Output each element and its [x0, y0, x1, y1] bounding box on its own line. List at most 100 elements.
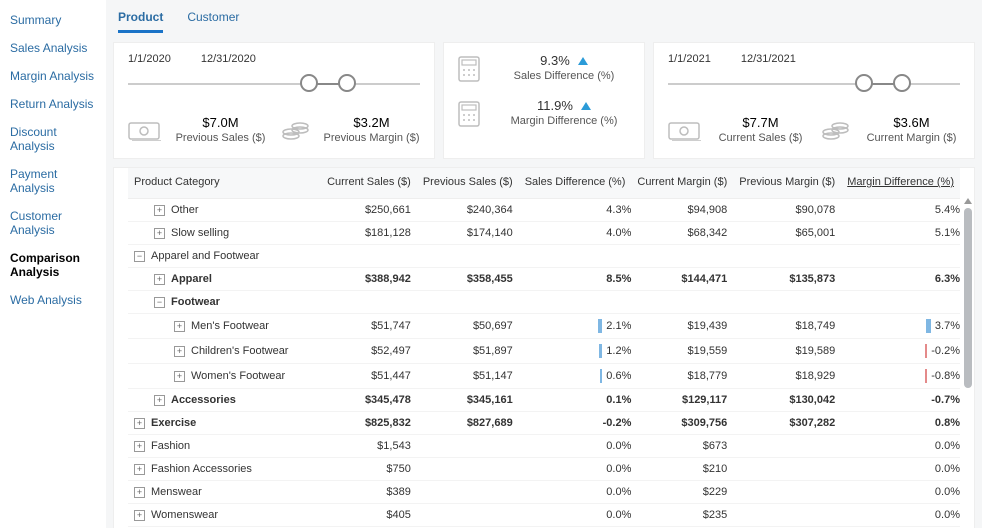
sidebar-item-sales-analysis[interactable]: Sales Analysis — [0, 34, 106, 62]
column-header[interactable]: Sales Difference (%) — [519, 168, 632, 199]
expand-icon[interactable]: + — [174, 346, 185, 357]
expand-icon[interactable]: + — [134, 487, 145, 498]
cell: $130,042 — [733, 389, 841, 412]
cell: 0.1% — [519, 389, 632, 412]
expand-icon[interactable]: + — [174, 321, 185, 332]
slider-handle-start[interactable] — [300, 74, 318, 92]
row-label: Slow selling — [171, 227, 229, 239]
row-label: Apparel and Footwear — [151, 250, 259, 262]
curr-end-date: 12/31/2021 — [741, 53, 796, 65]
table-row[interactable]: +Children's Footwear$52,497$51,8971.2%$1… — [128, 339, 960, 364]
table-row[interactable]: −Apparel and Footwear — [128, 245, 960, 268]
cell: 0.8% — [841, 412, 960, 435]
tab-customer[interactable]: Customer — [187, 6, 239, 33]
column-header[interactable]: Current Margin ($) — [631, 168, 733, 199]
row-label: Footwear — [171, 296, 220, 308]
cell: 4.3% — [519, 199, 632, 222]
table-row[interactable]: +Women's Footwear$51,447$51,1470.6%$18,7… — [128, 364, 960, 389]
slider-handle-end[interactable] — [338, 74, 356, 92]
table-scrollbar[interactable] — [962, 198, 972, 528]
expand-icon[interactable]: + — [174, 371, 185, 382]
sidebar-item-customer-analysis[interactable]: Customer Analysis — [0, 202, 106, 244]
table-row[interactable]: +Slow selling$181,128$174,1404.0%$68,342… — [128, 222, 960, 245]
scroll-thumb[interactable] — [964, 208, 972, 388]
tab-product[interactable]: Product — [118, 6, 163, 33]
mini-bar — [926, 319, 931, 333]
curr-date-slider[interactable] — [668, 71, 960, 97]
mini-bar — [598, 319, 602, 333]
cell: 2.1% — [519, 314, 632, 339]
table-row[interactable]: +Men's Footwear$51,747$50,6972.1%$19,439… — [128, 314, 960, 339]
expand-icon[interactable]: + — [134, 441, 145, 452]
table-row[interactable]: +Fashion Accessories$7500.0%$2100.0% — [128, 458, 960, 481]
main-panel: ProductCustomer 1/1/2020 12/31/2020 $7.0… — [106, 0, 982, 528]
cell — [417, 458, 519, 481]
row-label: Accessories — [171, 394, 236, 406]
cell — [519, 245, 632, 268]
cash-icon — [128, 118, 162, 142]
cell: $750 — [321, 458, 417, 481]
difference-value: 11.9% — [537, 98, 573, 113]
table-row[interactable]: +Womenswear$4050.0%$2350.0% — [128, 504, 960, 527]
collapse-icon[interactable]: − — [134, 251, 145, 262]
column-header[interactable]: Product Category — [128, 168, 321, 199]
expand-icon[interactable]: + — [134, 510, 145, 521]
expand-icon[interactable]: + — [154, 205, 165, 216]
column-header[interactable]: Previous Sales ($) — [417, 168, 519, 199]
table-row[interactable]: +Accessories$345,478$345,1610.1%$129,117… — [128, 389, 960, 412]
cell: $240,364 — [417, 199, 519, 222]
sidebar-item-margin-analysis[interactable]: Margin Analysis — [0, 62, 106, 90]
sidebar-item-comparison-analysis[interactable]: Comparison Analysis — [0, 244, 106, 286]
expand-icon[interactable]: + — [134, 464, 145, 475]
slider-handle-start[interactable] — [855, 74, 873, 92]
kpi-value: $7.0M — [172, 115, 269, 130]
table-row[interactable]: +Menswear$3890.0%$2290.0% — [128, 481, 960, 504]
cell: 0.0% — [519, 458, 632, 481]
sidebar: SummarySales AnalysisMargin AnalysisRetu… — [0, 0, 106, 528]
sidebar-item-discount-analysis[interactable]: Discount Analysis — [0, 118, 106, 160]
cell: 0.0% — [841, 504, 960, 527]
cell: $52,497 — [321, 339, 417, 364]
cell: $309,756 — [631, 412, 733, 435]
table-row[interactable]: +Exercise$825,832$827,689-0.2%$309,756$3… — [128, 412, 960, 435]
table-row[interactable]: +Apparel$388,942$358,4558.5%$144,471$135… — [128, 268, 960, 291]
comparison-table-card: Product CategoryCurrent Sales ($)Previou… — [114, 168, 974, 528]
trend-up-icon — [578, 57, 588, 65]
trend-up-icon — [581, 102, 591, 110]
calculator-icon — [458, 56, 488, 80]
cell — [417, 291, 519, 314]
expand-icon[interactable]: + — [134, 418, 145, 429]
cell: $235 — [631, 504, 733, 527]
table-row[interactable]: +Fashion$1,5430.0%$6730.0% — [128, 435, 960, 458]
column-header[interactable]: Margin Difference (%) — [841, 168, 960, 199]
row-label: Men's Footwear — [191, 320, 269, 332]
sidebar-item-summary[interactable]: Summary — [0, 6, 106, 34]
cell — [519, 291, 632, 314]
cell: $129,117 — [631, 389, 733, 412]
column-header[interactable]: Previous Margin ($) — [733, 168, 841, 199]
row-label: Women's Footwear — [191, 370, 285, 382]
cash-icon — [668, 118, 702, 142]
expand-icon[interactable]: + — [154, 228, 165, 239]
column-header[interactable]: Current Sales ($) — [321, 168, 417, 199]
table-row[interactable]: +Other$250,661$240,3644.3%$94,908$90,078… — [128, 199, 960, 222]
collapse-icon[interactable]: − — [154, 297, 165, 308]
cell: 5.1% — [841, 222, 960, 245]
scroll-up-icon[interactable] — [964, 198, 972, 204]
sidebar-item-web-analysis[interactable]: Web Analysis — [0, 286, 106, 314]
cell — [841, 245, 960, 268]
difference-label: Sales Difference (%) — [498, 70, 630, 82]
cell: $50,697 — [417, 314, 519, 339]
cell: $51,747 — [321, 314, 417, 339]
cell — [631, 245, 733, 268]
expand-icon[interactable]: + — [154, 274, 165, 285]
slider-handle-end[interactable] — [893, 74, 911, 92]
cell: 0.0% — [841, 481, 960, 504]
cell: $18,749 — [733, 314, 841, 339]
table-row[interactable]: −Footwear — [128, 291, 960, 314]
sidebar-item-payment-analysis[interactable]: Payment Analysis — [0, 160, 106, 202]
prev-date-slider[interactable] — [128, 71, 420, 97]
expand-icon[interactable]: + — [154, 395, 165, 406]
cell: $229 — [631, 481, 733, 504]
sidebar-item-return-analysis[interactable]: Return Analysis — [0, 90, 106, 118]
